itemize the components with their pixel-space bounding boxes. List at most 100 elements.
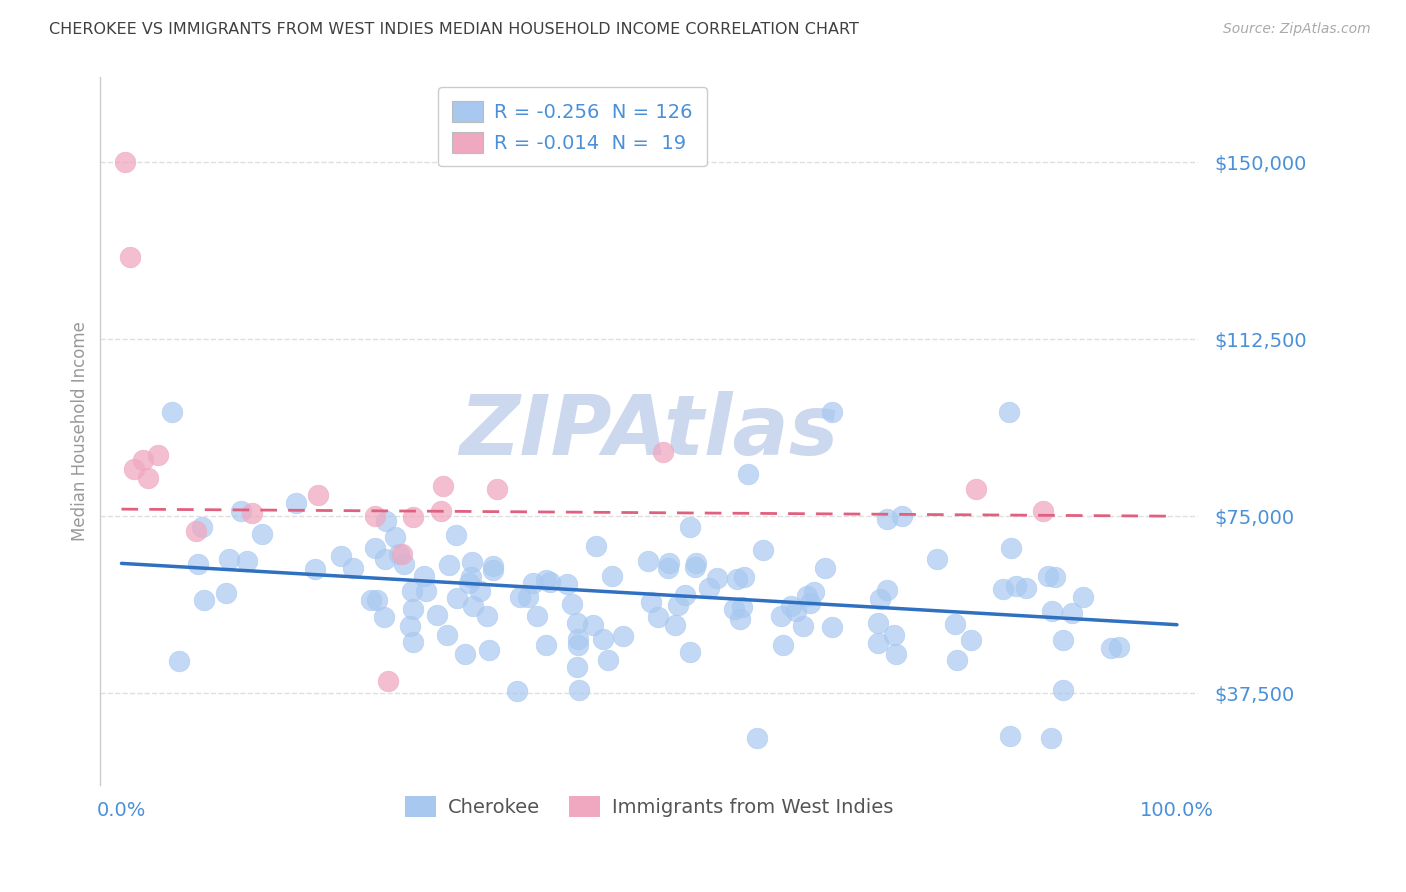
Point (118, 250, 141, 264)
Point (585, 539, 607, 553)
Point (436, 627, 458, 641)
Point (430, 504, 453, 518)
Point (236, 554, 259, 568)
Point (567, 660, 589, 674)
Point (647, 610, 669, 624)
Point (229, 504, 252, 518)
Point (375, 514, 398, 528)
Point (437, 558, 460, 572)
Point (391, 547, 413, 561)
Point (432, 478, 454, 492)
Point (167, 654, 190, 668)
Point (555, 577, 578, 591)
Point (1040, 731, 1063, 745)
Point (752, 542, 775, 557)
Point (799, 595, 821, 609)
Point (122, 462, 145, 476)
Point (1015, 582, 1038, 596)
Point (114, 155, 136, 169)
Point (394, 557, 416, 571)
Point (697, 581, 720, 595)
Point (592, 632, 614, 647)
Point (869, 592, 891, 607)
Point (1036, 569, 1059, 583)
Point (250, 526, 273, 541)
Point (388, 547, 411, 561)
Point (567, 638, 589, 652)
Point (747, 731, 769, 745)
Point (770, 608, 793, 623)
Point (360, 593, 382, 607)
Point (402, 635, 425, 649)
Point (664, 618, 686, 632)
Point (478, 643, 501, 657)
Point (876, 512, 898, 526)
Point (679, 645, 702, 659)
Point (536, 638, 558, 652)
Point (612, 629, 634, 643)
Point (477, 609, 499, 624)
Point (1042, 604, 1064, 618)
Point (706, 571, 728, 585)
Point (401, 584, 423, 599)
Text: Source: ZipAtlas.com: Source: ZipAtlas.com (1223, 22, 1371, 37)
Point (458, 575, 481, 590)
Point (415, 583, 437, 598)
Point (402, 601, 425, 615)
Point (374, 552, 396, 566)
Point (1108, 640, 1130, 655)
Point (468, 583, 491, 598)
Point (444, 527, 467, 541)
Point (731, 599, 754, 614)
Point (640, 595, 662, 609)
Point (509, 591, 531, 605)
Point (131, 452, 153, 467)
Point (307, 488, 329, 502)
Point (683, 560, 706, 574)
Point (413, 569, 436, 583)
Point (658, 556, 681, 570)
Point (780, 599, 803, 614)
Point (998, 405, 1021, 419)
Point (1032, 504, 1054, 518)
Point (1062, 606, 1084, 620)
Point (883, 628, 905, 642)
Point (565, 615, 588, 630)
Point (737, 467, 759, 482)
Point (884, 647, 907, 661)
Point (398, 619, 420, 633)
Point (1043, 569, 1066, 583)
Point (526, 609, 548, 624)
Point (582, 617, 605, 632)
Point (506, 683, 529, 698)
Point (1071, 590, 1094, 604)
Point (998, 729, 1021, 743)
Point (160, 405, 183, 419)
Point (733, 570, 755, 584)
Point (364, 541, 387, 556)
Point (187, 557, 209, 571)
Point (342, 561, 364, 575)
Point (522, 575, 544, 590)
Point (1052, 632, 1074, 647)
Point (945, 652, 967, 666)
Point (927, 551, 949, 566)
Point (993, 582, 1015, 596)
Point (184, 524, 207, 538)
Point (796, 590, 818, 604)
Point (561, 597, 583, 611)
Point (516, 591, 538, 605)
Text: CHEROKEE VS IMMIGRANTS FROM WEST INDIES MEDIAN HOUSEHOLD INCOME CORRELATION CHAR: CHEROKEE VS IMMIGRANTS FROM WEST INDIES … (49, 22, 859, 37)
Point (446, 591, 468, 606)
Point (1000, 541, 1022, 555)
Point (876, 582, 898, 597)
Point (534, 573, 557, 587)
Point (215, 586, 238, 600)
Y-axis label: Median Household Income: Median Household Income (72, 321, 89, 541)
Point (366, 593, 388, 607)
Point (943, 617, 966, 632)
Point (868, 615, 890, 630)
Point (598, 653, 620, 667)
Text: ZIPAtlas: ZIPAtlas (460, 391, 839, 472)
Point (304, 562, 326, 576)
